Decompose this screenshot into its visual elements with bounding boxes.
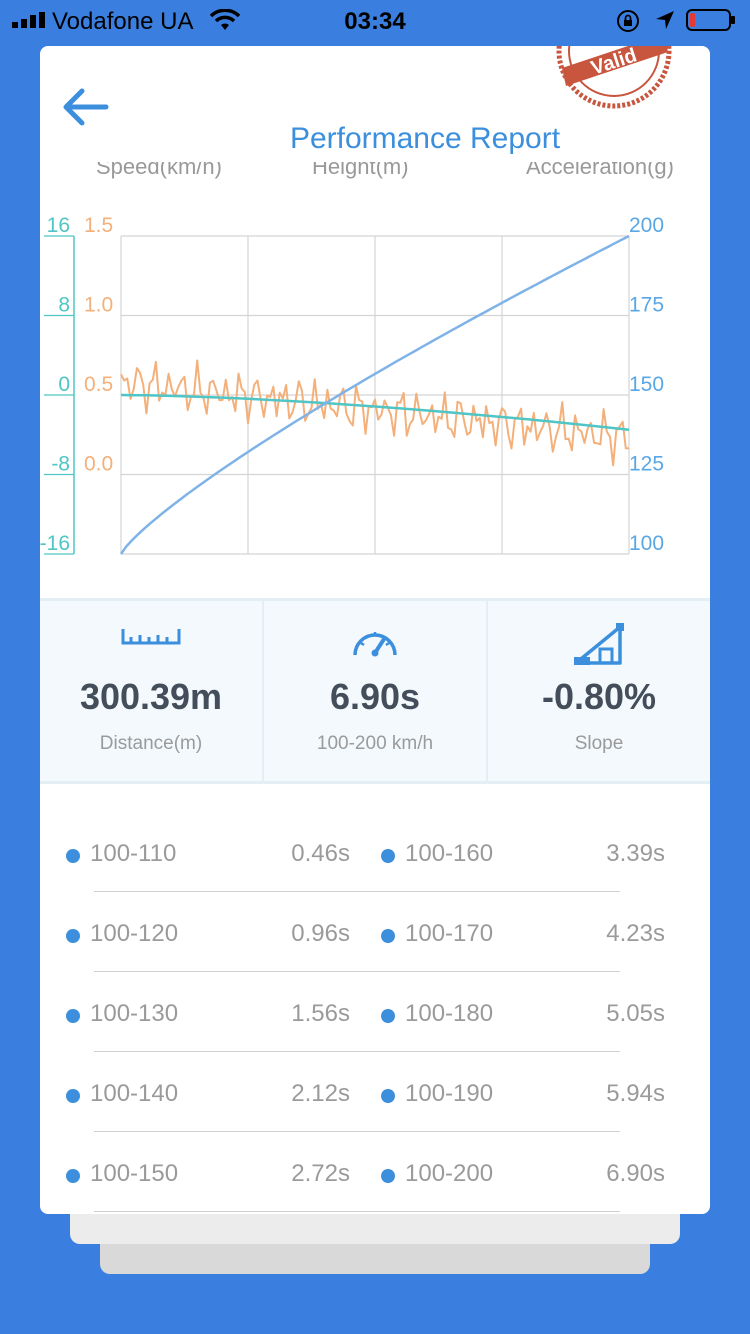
chart-grid [120,235,630,555]
split-row: 100-120 0.96s 100-170 4.23s [40,892,710,972]
left-axis-tick-label: -8 [51,453,70,476]
split-item: 100-130 1.56s [66,1000,350,1030]
mid-axis-tick-label: 1.0 [84,294,113,317]
ruler-icon [121,629,181,645]
distance-label: Distance(m) [99,733,203,754]
stamp-label: Valid [588,46,639,80]
series-label-acceleration: Acceleration(g) [526,162,674,179]
bullet-dot-icon [66,1169,80,1183]
speed-line [119,234,630,555]
split-item: 100-180 5.05s [381,1000,665,1030]
bullet-dot-icon [381,1169,395,1183]
right-axis-tick-label: 200 [629,214,664,237]
slope-label: Slope [574,733,624,754]
row-divider [94,1211,620,1212]
back-arrow-icon[interactable] [58,82,114,132]
mid-axis-tick-label: 0.5 [84,373,113,396]
left-axis-tick-label: 0 [58,373,70,396]
split-row: 100-130 1.56s 100-180 5.05s [40,972,710,1052]
split-row: 100-150 2.72s 100-200 6.90s [40,1132,710,1212]
acceleration-time-label: 100-200 km/h [316,733,434,754]
battery-icon [686,9,735,31]
series-label-speed: Speed(km/h) [96,162,222,179]
split-item: 100-110 0.46s [66,840,350,870]
row-divider [94,971,620,972]
status-bar: Vodafone UA 03:34 [0,0,750,44]
height-line [120,393,630,432]
split-item: 100-120 0.96s [66,920,350,950]
split-item: 100-170 4.23s [381,920,665,950]
acceleration-time-value: 6.90s [329,676,421,717]
mid-axis-tick-label: 0.0 [84,453,113,476]
bullet-dot-icon [66,1009,80,1023]
mid-axis-tick-label: 1.5 [84,214,113,237]
stat-acceleration-time: 6.90s 100-200 km/h [262,601,486,781]
row-divider [94,891,620,892]
bullet-dot-icon [66,929,80,943]
bullet-dot-icon [381,1089,395,1103]
split-item: 100-150 2.72s [66,1160,350,1190]
carrier-name: Vodafone UA [52,8,194,35]
split-item: 100-190 5.94s [381,1080,665,1110]
left-axis-tick-label: -16 [40,532,70,555]
split-row: 100-140 2.12s 100-190 5.94s [40,1052,710,1132]
bullet-dot-icon [66,849,80,863]
bullet-dot-icon [381,1009,395,1023]
stat-slope: -0.80% Slope [486,601,710,781]
page-title: Performance Report [289,122,561,155]
left-axis-tick-label: 16 [47,214,70,237]
series-labels: Speed(km/h) Height(m) Acceleration(g) [40,162,710,186]
split-row: 100-110 0.46s 100-160 3.39s [40,812,710,892]
slope-icon [574,623,624,665]
right-axis-tick-label: 150 [629,373,664,396]
row-divider [94,1131,620,1132]
speedometer-icon [353,632,397,657]
split-item: 100-200 6.90s [381,1160,665,1190]
split-times-list: 100-110 0.46s 100-160 3.39s 100-120 0.96s 1… [40,812,710,1212]
signal-icon [12,12,45,28]
clock: 03:34 [344,8,406,35]
bullet-dot-icon [66,1089,80,1103]
bullet-dot-icon [381,929,395,943]
split-item: 100-160 3.39s [381,840,665,870]
summary-stats: 300.39m Distance(m) 6.90s 100-200 km/h -… [40,598,710,784]
report-card: Valid Performance Report Speed(km/h) Hei… [40,46,710,1214]
row-divider [94,1051,620,1052]
location-icon [656,11,674,29]
bullet-dot-icon [381,849,395,863]
performance-chart: 16 8 0 -8 -16 1.5 1.0 0.5 0.0 200 175 150 125 100 [40,214,664,555]
stat-distance: 300.39m Distance(m) [40,601,262,781]
valid-stamp: Valid [556,46,672,109]
slope-value: -0.80% [541,676,657,717]
right-axis-tick-label: 100 [629,532,664,555]
split-item: 100-140 2.12s [66,1080,350,1110]
wifi-icon [210,9,240,30]
distance-value: 300.39m [79,676,223,717]
right-axis-tick-label: 175 [629,294,664,317]
rotation-lock-icon [617,10,639,32]
chart-axes: 16 8 0 -8 -16 1.5 1.0 0.5 0.0 200 175 150 125 100 [40,214,664,555]
series-label-height: Height(m) [312,162,409,179]
left-axis-tick-label: 8 [58,294,70,317]
right-axis-tick-label: 125 [629,453,664,476]
